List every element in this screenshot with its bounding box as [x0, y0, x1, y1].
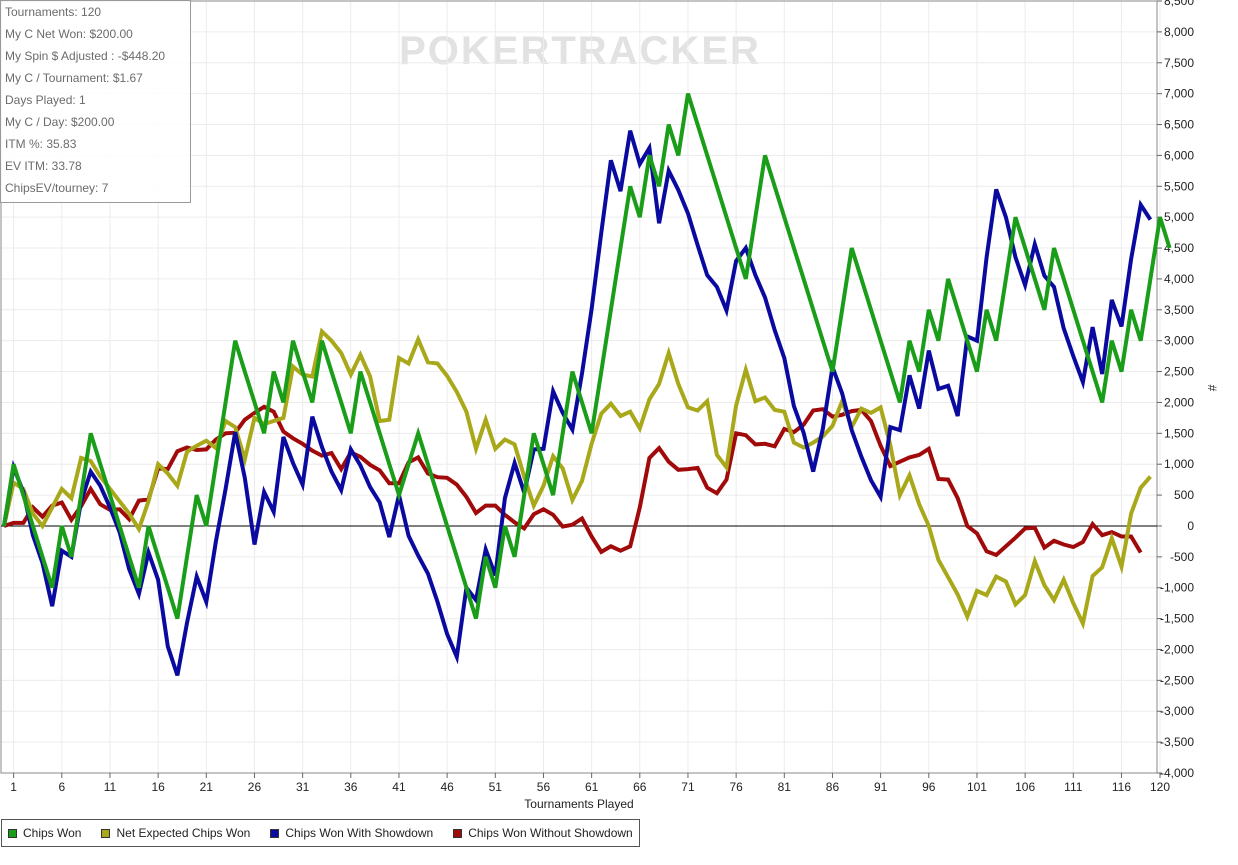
y-tick-label: -2,500: [1160, 673, 1194, 687]
x-tick-label: 71: [681, 780, 695, 794]
x-tick-label: 26: [248, 780, 262, 794]
x-tick-label: 6: [58, 780, 65, 794]
stats-panel: Tournaments: 120 My C Net Won: $200.00 M…: [0, 0, 191, 203]
legend-item-net-expected[interactable]: Net Expected Chips Won: [101, 826, 250, 840]
legend-item-chips-won[interactable]: Chips Won: [8, 826, 81, 840]
legend-item-with-showdown[interactable]: Chips Won With Showdown: [270, 826, 433, 840]
y-tick-label: 3,500: [1164, 303, 1194, 317]
y-tick-label: 4,500: [1164, 241, 1194, 255]
y-tick-label: 7,000: [1164, 87, 1194, 101]
y-tick-label: 0: [1187, 519, 1194, 533]
stat-chipsev: ChipsEV/tourney: 7: [5, 181, 109, 195]
y-tick-label: -1,000: [1160, 581, 1194, 595]
legend-label: Chips Won: [23, 826, 82, 840]
stat-itm: ITM %: 35.83: [5, 137, 77, 151]
y-tick-label: 6,500: [1164, 118, 1194, 132]
x-tick-label: 51: [489, 780, 503, 794]
x-tick-label: 16: [151, 780, 165, 794]
x-axis-label: Tournaments Played: [524, 797, 633, 811]
legend-swatch: [101, 828, 111, 838]
plot-area-border: [0, 0, 1158, 774]
x-tick-label: 1: [10, 780, 17, 794]
stat-days-played: Days Played: 1: [5, 93, 86, 107]
y-tick-label: 1,500: [1164, 426, 1194, 440]
x-tick-label: 120: [1150, 780, 1170, 794]
legend-label: Chips Won With Showdown: [285, 826, 434, 840]
x-tick-label: 96: [922, 780, 936, 794]
stat-tournaments: Tournaments: 120: [5, 5, 102, 19]
y-tick-label: -3,500: [1160, 735, 1194, 749]
x-tick-label: 86: [826, 780, 840, 794]
y-tick-label: 8,000: [1164, 25, 1194, 39]
series-lines: [2, 93, 1172, 677]
y-tick-label: 2,000: [1164, 395, 1194, 409]
series-line-chips-won-with-showdown: [2, 130, 1153, 677]
y-tick-label: 500: [1174, 488, 1194, 502]
stat-net-won: My C Net Won: $200.00: [5, 27, 133, 41]
y-tick-label: 4,000: [1164, 272, 1194, 286]
legend-item-without-showdown[interactable]: Chips Won Without Showdown: [453, 826, 633, 840]
y-tick-label: 7,500: [1164, 56, 1194, 70]
legend-swatch: [453, 828, 463, 838]
x-tick-label: 21: [200, 780, 214, 794]
x-tick-label: 76: [729, 780, 743, 794]
y-axis-label: #: [1205, 385, 1219, 392]
stat-per-tournament: My C / Tournament: $1.67: [5, 71, 143, 85]
legend-swatch: [270, 828, 280, 838]
x-tick-label: 36: [344, 780, 358, 794]
x-tick-label: 56: [537, 780, 551, 794]
x-tick-label: 61: [585, 780, 599, 794]
y-tick-label: 1,000: [1164, 457, 1194, 471]
series-line-chips-won: [2, 93, 1172, 620]
y-tick-label: -500: [1170, 550, 1194, 564]
stat-ev-itm: EV ITM: 33.78: [5, 159, 82, 173]
x-tick-label: 66: [633, 780, 647, 794]
x-axis: 1 6 11 16 21 26 31 36 41 46 51 56 61 66 71 76 81 86 91 96 10…: [10, 773, 1170, 794]
x-tick-label: 81: [778, 780, 792, 794]
x-tick-label: 106: [1015, 780, 1035, 794]
x-tick-label: 11: [104, 780, 117, 794]
y-tick-label: 2,500: [1164, 365, 1194, 379]
y-tick-label: 6,000: [1164, 148, 1194, 162]
x-tick-label: 101: [967, 780, 987, 794]
y-tick-label: 5,500: [1164, 179, 1194, 193]
series-line-net-expected-chips-won: [2, 327, 1152, 630]
x-tick-label: 91: [874, 780, 888, 794]
y-tick-label: 8,500: [1164, 0, 1194, 8]
y-tick-label: -1,500: [1160, 612, 1194, 626]
chart-legend: Chips Won Net Expected Chips Won Chips W…: [1, 819, 640, 847]
y-axis: -4,000 -3,500 -3,000 -2,500 -2,000 -1,500 -1,0…: [1157, 0, 1194, 780]
legend-label: Net Expected Chips Won: [116, 826, 251, 840]
y-tick-label: -3,000: [1160, 704, 1194, 718]
x-tick-label: 116: [1112, 780, 1131, 794]
x-tick-label: 46: [440, 780, 454, 794]
legend-label: Chips Won Without Showdown: [468, 826, 633, 840]
x-tick-label: 41: [392, 780, 406, 794]
y-tick-label: -4,000: [1160, 766, 1194, 780]
stat-spin-adjusted: My Spin $ Adjusted : -$448.20: [5, 49, 166, 63]
x-tick-label: 111: [1064, 780, 1083, 794]
y-tick-label: -2,000: [1160, 642, 1194, 656]
x-tick-label: 31: [296, 780, 310, 794]
stat-per-day: My C / Day: $200.00: [5, 115, 115, 129]
y-tick-label: 3,000: [1164, 334, 1194, 348]
y-tick-label: 5,000: [1164, 210, 1194, 224]
watermark-logo: POKERTRACKER: [399, 29, 761, 73]
legend-swatch: [8, 828, 17, 838]
